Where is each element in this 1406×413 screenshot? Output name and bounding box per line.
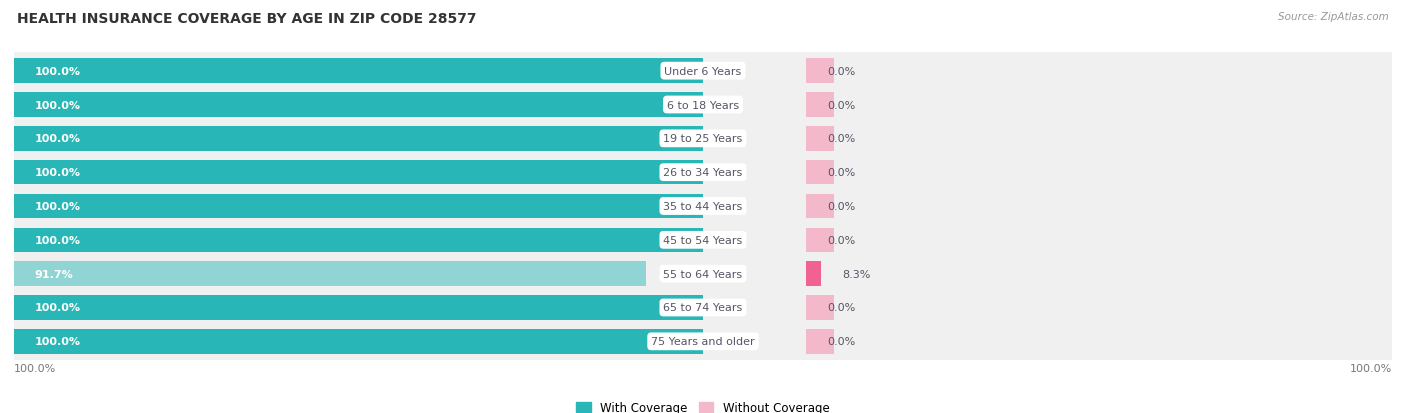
Text: 0.0%: 0.0% [827, 235, 855, 245]
Text: 100.0%: 100.0% [35, 134, 80, 144]
Text: 0.0%: 0.0% [827, 66, 855, 76]
Text: 8.3%: 8.3% [842, 269, 870, 279]
Text: 0.0%: 0.0% [827, 100, 855, 110]
Text: 100.0%: 100.0% [35, 202, 80, 211]
Bar [14, 289, 1392, 327]
Bar [14, 86, 1392, 124]
Bar [14, 195, 703, 218]
Text: 0.0%: 0.0% [827, 337, 855, 347]
Bar [14, 161, 703, 185]
Bar [807, 195, 834, 218]
Text: 55 to 64 Years: 55 to 64 Years [664, 269, 742, 279]
Bar [807, 228, 834, 252]
Text: 100.0%: 100.0% [35, 235, 80, 245]
Bar [807, 59, 834, 84]
Bar [14, 120, 1392, 158]
Text: 75 Years and older: 75 Years and older [651, 337, 755, 347]
Text: 26 to 34 Years: 26 to 34 Years [664, 168, 742, 178]
Bar [14, 296, 703, 320]
Text: 65 to 74 Years: 65 to 74 Years [664, 303, 742, 313]
Text: 100.0%: 100.0% [1350, 363, 1392, 373]
Bar [14, 154, 1392, 192]
Text: 6 to 18 Years: 6 to 18 Years [666, 100, 740, 110]
Text: 100.0%: 100.0% [35, 100, 80, 110]
Text: 100.0%: 100.0% [35, 337, 80, 347]
Bar [807, 296, 834, 320]
Bar [14, 262, 645, 286]
Bar [14, 127, 703, 151]
Text: 100.0%: 100.0% [14, 363, 56, 373]
Bar [807, 329, 834, 354]
Bar [14, 228, 703, 252]
Text: 0.0%: 0.0% [827, 303, 855, 313]
Text: 0.0%: 0.0% [827, 168, 855, 178]
Text: 91.7%: 91.7% [35, 269, 73, 279]
Text: 19 to 25 Years: 19 to 25 Years [664, 134, 742, 144]
Bar [14, 93, 703, 117]
Bar [14, 59, 703, 84]
Bar [807, 161, 834, 185]
Text: Under 6 Years: Under 6 Years [665, 66, 741, 76]
Text: Source: ZipAtlas.com: Source: ZipAtlas.com [1278, 12, 1389, 22]
Bar [14, 323, 1392, 360]
Bar [14, 221, 1392, 259]
Text: 35 to 44 Years: 35 to 44 Years [664, 202, 742, 211]
Text: 100.0%: 100.0% [35, 66, 80, 76]
Bar [14, 255, 1392, 293]
Bar [807, 262, 821, 286]
Bar [14, 188, 1392, 225]
Text: 45 to 54 Years: 45 to 54 Years [664, 235, 742, 245]
Bar [14, 53, 1392, 90]
Legend: With Coverage, Without Coverage: With Coverage, Without Coverage [576, 401, 830, 413]
Bar [14, 329, 703, 354]
Text: 0.0%: 0.0% [827, 134, 855, 144]
Bar [807, 127, 834, 151]
Text: 0.0%: 0.0% [827, 202, 855, 211]
Text: HEALTH INSURANCE COVERAGE BY AGE IN ZIP CODE 28577: HEALTH INSURANCE COVERAGE BY AGE IN ZIP … [17, 12, 477, 26]
Text: 100.0%: 100.0% [35, 168, 80, 178]
Text: 100.0%: 100.0% [35, 303, 80, 313]
Bar [807, 93, 834, 117]
